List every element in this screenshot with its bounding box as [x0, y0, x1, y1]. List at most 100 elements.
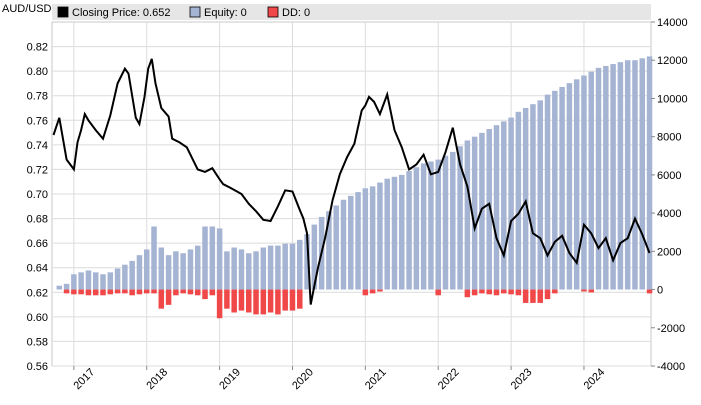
drawdown-bar: [369, 289, 376, 294]
drawdown-bar: [493, 289, 500, 296]
legend-label: Equity: 0: [204, 7, 247, 19]
drawdown-bar: [362, 289, 369, 296]
equity-bar: [406, 171, 412, 290]
equity-bar: [493, 125, 500, 290]
drawdown-bar: [136, 289, 143, 295]
legend-label: Closing Price: 0.652: [72, 7, 170, 19]
equity-bar: [238, 249, 245, 290]
equity-bar: [129, 260, 135, 290]
left-axis-tick-label: 0.66: [27, 238, 48, 250]
equity-bar: [544, 94, 551, 290]
drawdown-bar: [202, 289, 208, 300]
equity-bar: [355, 192, 361, 290]
right-axis-tick-label: 6000: [657, 170, 681, 182]
equity-bar: [537, 100, 543, 290]
left-axis-tick-label: 0.76: [27, 115, 48, 127]
equity-bar: [581, 75, 587, 290]
equity-bar: [260, 247, 267, 290]
legend-swatch: [57, 6, 69, 18]
equity-bar: [522, 108, 529, 290]
equity-bar: [297, 239, 303, 290]
equity-bar: [326, 211, 332, 290]
closing-price-line: [52, 58, 651, 305]
equity-bar: [304, 234, 310, 290]
right-axis-tick-label: 10000: [657, 93, 688, 105]
left-axis-ticks: 0.56 0.58 0.60 0.62 0.64 0.66 0.68 0.70 0.72 0.74…: [27, 42, 48, 373]
left-axis-tick-label: 0.70: [27, 189, 48, 201]
equity-bar: [639, 58, 646, 290]
equity-bar: [92, 272, 99, 290]
equity-bar: [552, 90, 558, 290]
left-axis-tick-label: 0.74: [27, 140, 48, 152]
drawdown-bar: [224, 289, 230, 309]
equity-bar: [450, 151, 456, 290]
left-axis-tick-label: 0.68: [27, 214, 48, 226]
equity-bar: [573, 79, 580, 290]
equity-bar: [384, 178, 390, 290]
equity-bar: [63, 283, 70, 290]
equity-bar: [253, 251, 259, 290]
equity-bar: [333, 205, 339, 290]
equity-bar: [442, 155, 449, 290]
equity-bar: [136, 255, 143, 290]
left-axis-tick-label: 0.60: [27, 312, 48, 324]
drawdown-bar: [100, 289, 106, 296]
equity-bar: [187, 249, 194, 290]
right-axis-tick-label: 14000: [657, 17, 688, 29]
drawdown-bar: [143, 289, 150, 294]
left-axis-tick-label: 0.82: [27, 42, 48, 54]
equity-bar: [508, 117, 514, 290]
equity-bar: [399, 174, 405, 290]
legend: Closing Price: 0.652 Equity: 0 DD: 0: [52, 4, 651, 20]
left-axis-tick-label: 0.58: [27, 336, 48, 348]
equity-bar: [369, 186, 376, 290]
right-axis-tick-label: 8000: [657, 132, 681, 144]
right-axis-tick-label: -2000: [657, 323, 685, 335]
drawdown-bar: [180, 289, 186, 294]
equity-bar: [486, 129, 492, 290]
drawdown-bar: [479, 289, 485, 294]
legend-swatch: [189, 6, 201, 18]
equity-bar: [180, 253, 186, 290]
drawdown-bar: [435, 289, 441, 296]
equity-bar: [559, 86, 565, 290]
equity-bar: [428, 161, 434, 290]
drawdown-bar: [588, 289, 594, 293]
equity-bar: [391, 176, 398, 290]
equity-bar: [275, 245, 281, 290]
drawdown-bar: [194, 289, 201, 296]
drawdown-bar: [646, 289, 653, 294]
drawdown-bars: [63, 289, 653, 319]
legend-label: DD: 0: [282, 7, 310, 19]
equity-bar: [158, 247, 165, 290]
equity-bar: [311, 224, 318, 290]
drawdown-bar: [282, 289, 288, 311]
equity-bar: [464, 140, 471, 290]
drawdown-bar: [246, 289, 252, 313]
equity-bar: [420, 163, 427, 290]
equity-bar: [114, 268, 121, 290]
drawdown-bar: [537, 289, 543, 303]
left-axis-tick-label: 0.80: [27, 66, 48, 78]
drawdown-bar: [71, 289, 77, 295]
equity-bar: [246, 253, 252, 290]
drawdown-bar: [464, 289, 471, 298]
equity-bar: [224, 251, 230, 290]
drawdown-bar: [581, 289, 587, 292]
drawdown-bar: [501, 289, 507, 294]
right-axis-tick-label: 2000: [657, 246, 681, 258]
right-axis-tick-label: 0: [657, 285, 663, 297]
equity-bar: [202, 226, 208, 290]
right-axis-tick-label: 4000: [657, 208, 681, 220]
drawdown-bar: [216, 289, 223, 319]
equity-bar: [194, 245, 201, 290]
drawdown-bar: [260, 289, 267, 315]
equity-bar: [435, 159, 441, 290]
drawdown-bar: [297, 289, 303, 309]
drawdown-bar: [209, 289, 216, 296]
drawdown-bar: [515, 289, 522, 296]
drawdown-bar: [289, 289, 296, 311]
equity-bar: [78, 272, 84, 290]
equity-bar: [530, 104, 536, 290]
drawdown-bar: [377, 289, 383, 292]
